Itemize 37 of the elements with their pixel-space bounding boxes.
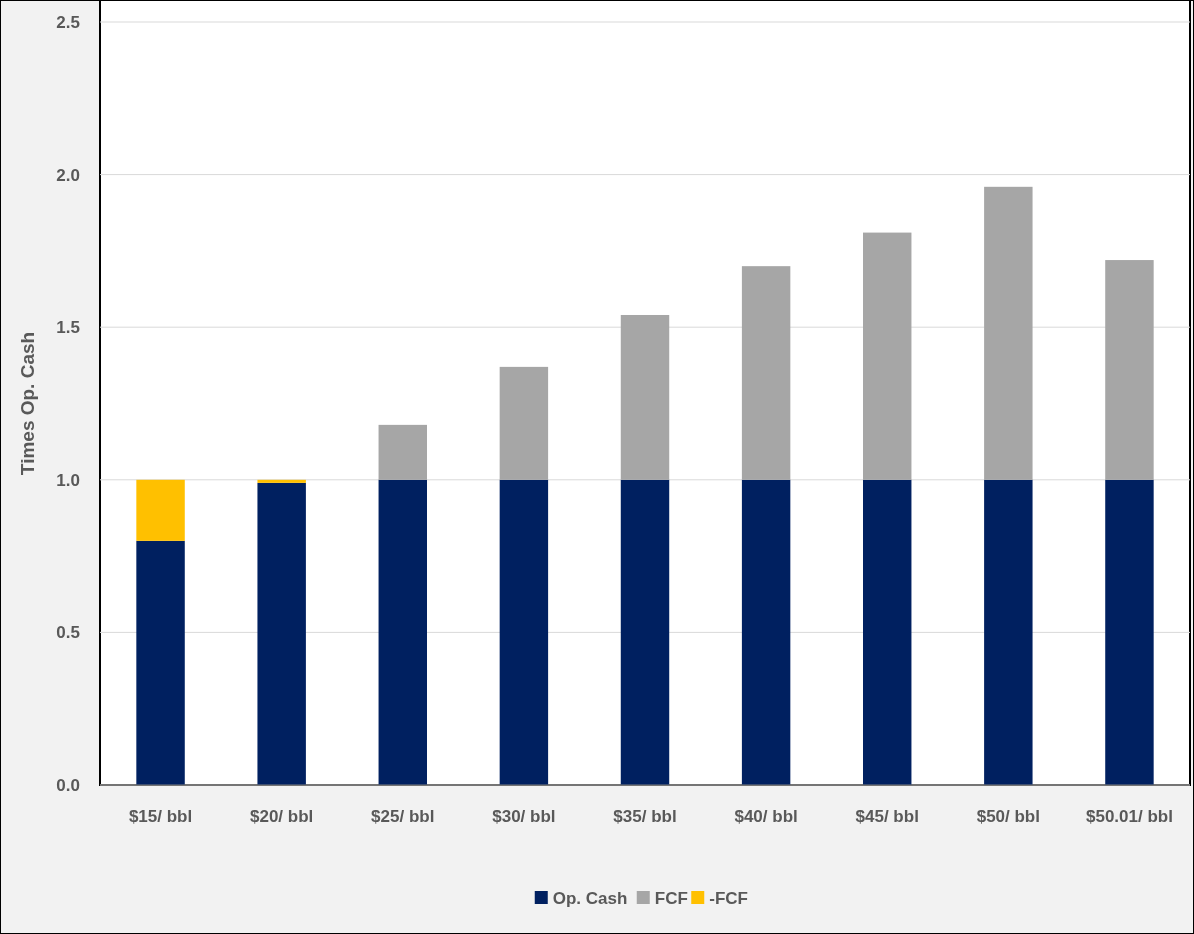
- bar: [984, 479, 1033, 785]
- bar: [136, 540, 185, 785]
- bar: [1105, 479, 1154, 785]
- x-tick-label: $15/ bbl: [128, 807, 193, 826]
- y-tick-label: 2.0: [56, 165, 80, 185]
- bar: [136, 479, 185, 541]
- bar: [378, 479, 427, 785]
- x-tick-label: $45/ bbl: [855, 807, 919, 826]
- bar: [984, 186, 1033, 480]
- bar: [499, 479, 549, 785]
- legend-label: -FCF: [709, 888, 748, 908]
- y-tick-label: 2.5: [56, 12, 80, 32]
- x-tick-label: $20/ bbl: [250, 807, 314, 826]
- x-tick-label: $30/ bbl: [492, 807, 556, 826]
- bar: [499, 366, 549, 480]
- y-tick-label: 0.0: [56, 775, 80, 795]
- x-tick-label: $50.01/ bbl: [1085, 807, 1173, 826]
- x-tick-label: $50/ bbl: [976, 807, 1040, 826]
- y-axis-title: Times Op. Cash: [17, 331, 38, 476]
- bar: [741, 266, 791, 480]
- x-tick-label: $25/ bbl: [371, 807, 435, 826]
- legend-label: FCF: [654, 888, 688, 908]
- bar: [741, 479, 791, 785]
- bar: [863, 479, 912, 785]
- x-tick-label: $40/ bbl: [734, 807, 798, 826]
- bar: [257, 479, 306, 483]
- y-tick-label: 1.0: [56, 470, 80, 490]
- bar: [620, 314, 670, 480]
- bar: [378, 424, 427, 480]
- y-tick-label: 1.5: [56, 318, 80, 338]
- bar: [257, 482, 306, 785]
- y-tick-label: 0.5: [56, 623, 80, 643]
- legend-label: Op. Cash: [552, 888, 628, 908]
- bar: [620, 479, 670, 785]
- x-tick-label: $35/ bbl: [613, 807, 677, 826]
- bar: [863, 232, 912, 480]
- bar: [1105, 260, 1154, 480]
